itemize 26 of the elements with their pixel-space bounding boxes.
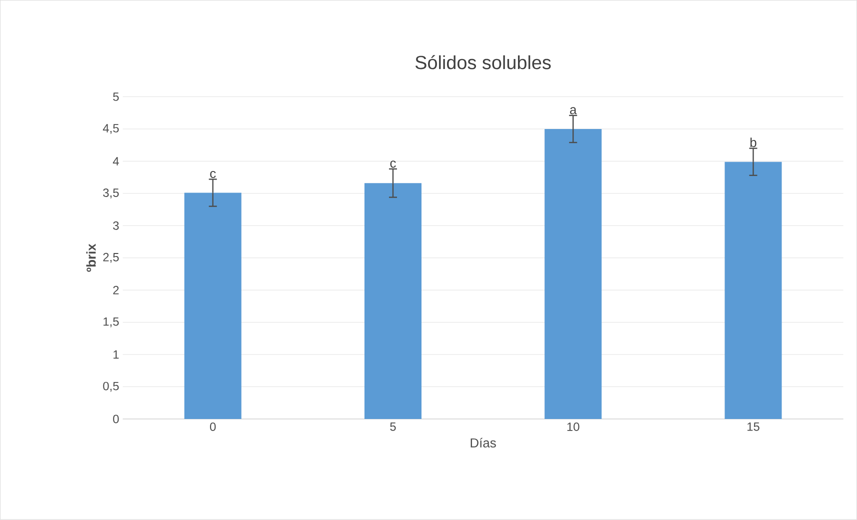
y-tick-label: 5 <box>113 92 119 102</box>
y-axis-title: ºbrix <box>86 244 96 272</box>
x-axis-title: Días <box>470 438 496 448</box>
annotation: c <box>390 160 396 168</box>
x-tick-label: 5 <box>390 422 396 431</box>
y-tick-label: 3 <box>113 222 119 230</box>
y-tick-label: 2,5 <box>103 253 119 263</box>
x-tick-label: 15 <box>747 422 760 431</box>
bar <box>724 162 782 420</box>
x-tick-label: 0 <box>210 422 216 432</box>
chart-title: Sólidos solubles <box>415 55 551 70</box>
y-tick-label: 3,5 <box>103 188 119 198</box>
annotation: b <box>750 138 756 148</box>
y-tick-label: 2 <box>113 286 119 294</box>
bar <box>364 183 422 420</box>
annotation: a <box>570 107 577 114</box>
y-tick-label: 4,5 <box>102 124 119 134</box>
bar <box>184 192 242 420</box>
bar <box>544 129 602 420</box>
y-tick-label: 4 <box>112 157 119 166</box>
y-tick-label: 0 <box>113 414 119 424</box>
x-tick-label: 10 <box>567 422 580 432</box>
y-tick-label: 1 <box>114 350 119 359</box>
y-tick-label: 1,5 <box>104 318 119 328</box>
y-tick-label: 0,5 <box>103 382 119 392</box>
annotation: c <box>210 171 216 178</box>
